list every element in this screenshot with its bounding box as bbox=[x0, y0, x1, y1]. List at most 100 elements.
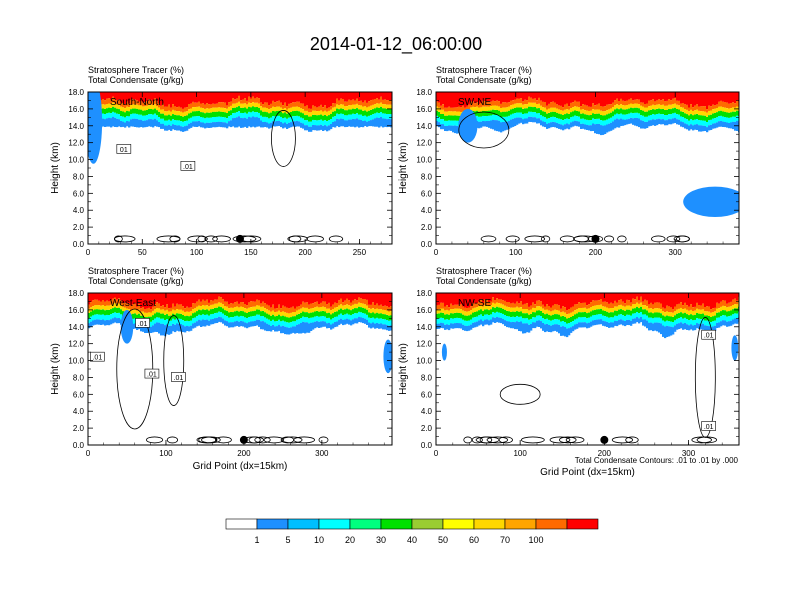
contour-label-box bbox=[144, 368, 160, 379]
x-tick-label: 200 bbox=[598, 449, 612, 458]
panel-header-condensate: Total Condensate (g/kg) bbox=[436, 75, 532, 85]
contour-label-box bbox=[116, 144, 132, 154]
x-tick-label: 0 bbox=[86, 449, 91, 458]
contour-ring bbox=[114, 235, 136, 243]
colorbar-swatch bbox=[535, 518, 568, 530]
contour-label-box bbox=[701, 421, 717, 431]
x-tick-label: 200 bbox=[237, 449, 251, 458]
colorbar-swatch bbox=[473, 518, 506, 530]
contour-ring bbox=[232, 235, 257, 243]
colorbar-label: 50 bbox=[438, 535, 448, 545]
y-tick-label: 10.0 bbox=[416, 156, 432, 165]
tracer-shading bbox=[436, 92, 739, 217]
y-axis-label: Height (km) bbox=[50, 142, 61, 194]
tracer-shading bbox=[88, 92, 392, 164]
panel-bottom-right: .01 .01 0.0 2.0 4.0 6.0 8.0 10.0 12.0 14.0 16.0 18.… bbox=[398, 266, 740, 478]
colorbar-swatch bbox=[349, 518, 382, 530]
colorbar: 1 5 10 20 30 40 50 60 70 100 bbox=[225, 518, 599, 545]
y-tick-label: 4.0 bbox=[421, 407, 433, 416]
tracer-blob bbox=[458, 108, 478, 143]
y-tick-label: 14.0 bbox=[68, 122, 84, 131]
contour-ring bbox=[212, 235, 231, 243]
colorbar-label: 5 bbox=[285, 535, 290, 545]
x-tick-label: 100 bbox=[190, 248, 204, 257]
contour-label-box bbox=[90, 351, 105, 362]
contour-cell bbox=[499, 383, 541, 405]
contour-ring bbox=[197, 235, 207, 243]
location-marker bbox=[239, 435, 248, 444]
y-tick-label: 16.0 bbox=[416, 105, 432, 114]
y-tick-label: 6.0 bbox=[421, 189, 433, 198]
contour-note: Total Condensate Contours: .01 to .01 by… bbox=[575, 456, 739, 465]
contour-ring bbox=[280, 436, 295, 444]
x-tick-label: 100 bbox=[513, 449, 527, 458]
contour-label: .01 bbox=[183, 164, 193, 171]
tracer-shading bbox=[88, 293, 392, 374]
y-tick-label: 16.0 bbox=[68, 105, 84, 114]
colorbar-swatch bbox=[318, 518, 351, 530]
tracer-blob bbox=[383, 339, 392, 374]
y-tick-label: 8.0 bbox=[73, 172, 85, 181]
x-tick-label: 300 bbox=[682, 449, 696, 458]
x-tick-label: 200 bbox=[298, 248, 312, 257]
colorbar-swatch bbox=[442, 518, 475, 530]
y-tick-label: 16.0 bbox=[68, 306, 84, 315]
y-tick-label: 4.0 bbox=[73, 407, 85, 416]
panel-header-tracer: Stratosphere Tracer (%) bbox=[436, 65, 532, 75]
y-tick-label: 6.0 bbox=[73, 189, 85, 198]
y-axis-label: Height (km) bbox=[398, 343, 409, 395]
colorbar-label: 1 bbox=[254, 535, 259, 545]
y-tick-label: 8.0 bbox=[421, 373, 433, 382]
y-tick-label: 2.0 bbox=[421, 424, 433, 433]
x-tick-label: 300 bbox=[669, 248, 683, 257]
colorbar-label: 30 bbox=[376, 535, 386, 545]
condensate-contours bbox=[463, 317, 718, 444]
contour-ring bbox=[201, 436, 221, 444]
contour-label: .01 bbox=[704, 333, 714, 340]
contour-ring bbox=[287, 235, 308, 243]
colorbar-label: 10 bbox=[314, 535, 324, 545]
panel-top-right: 0.0 2.0 4.0 6.0 8.0 10.0 12.0 14.0 16.0 18.0 0 100 2… bbox=[398, 65, 740, 257]
y-tick-label: 10.0 bbox=[416, 357, 432, 366]
contour-label-box bbox=[180, 161, 196, 171]
y-tick-label: 2.0 bbox=[421, 223, 433, 232]
contour-ring bbox=[214, 436, 232, 444]
y-tick-label: 18.0 bbox=[416, 289, 432, 298]
y-tick-label: 2.0 bbox=[73, 424, 85, 433]
y-tick-label: 18.0 bbox=[68, 289, 84, 298]
x-tick-label: 200 bbox=[589, 248, 603, 257]
location-marker bbox=[236, 234, 244, 243]
panel-header-condensate: Total Condensate (g/kg) bbox=[436, 276, 532, 286]
contour-label: 01 bbox=[120, 147, 128, 154]
y-tick-label: 12.0 bbox=[416, 340, 432, 349]
contour-ring bbox=[611, 436, 634, 444]
contour-ring bbox=[604, 235, 615, 243]
colorbar-label: 60 bbox=[469, 535, 479, 545]
contour-ring bbox=[328, 235, 344, 243]
location-marker bbox=[600, 435, 609, 444]
contour-ring bbox=[306, 235, 324, 243]
contour-ring bbox=[505, 235, 520, 243]
contour-ring bbox=[573, 235, 590, 243]
x-tick-label: 150 bbox=[244, 248, 258, 257]
y-tick-label: 6.0 bbox=[73, 390, 85, 399]
tracer-blob bbox=[441, 343, 447, 361]
contour-ring bbox=[281, 436, 303, 444]
contour-cell bbox=[271, 110, 296, 167]
contour-label-box bbox=[135, 318, 150, 328]
contour-ring bbox=[666, 235, 681, 243]
y-tick-label: 14.0 bbox=[68, 323, 84, 332]
contour-ring bbox=[559, 436, 577, 444]
colorbar-swatch bbox=[504, 518, 537, 530]
y-tick-label: 0.0 bbox=[73, 441, 85, 450]
colorbar-label: 40 bbox=[407, 535, 417, 545]
contour-ring bbox=[486, 436, 509, 444]
colorbar-swatch bbox=[566, 518, 599, 530]
condensate-contours bbox=[116, 308, 329, 444]
contour-ring bbox=[254, 436, 271, 444]
y-tick-label: 14.0 bbox=[416, 323, 432, 332]
colorbar-label: 20 bbox=[345, 535, 355, 545]
location-marker bbox=[591, 234, 600, 243]
contour-ring bbox=[520, 436, 545, 444]
colorbar-label: 70 bbox=[500, 535, 510, 545]
